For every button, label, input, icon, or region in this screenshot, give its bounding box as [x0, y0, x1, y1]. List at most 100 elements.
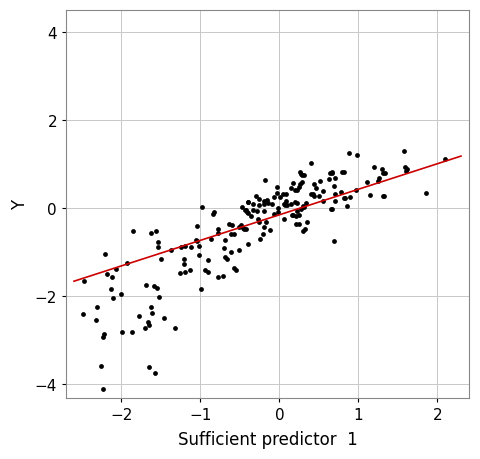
Point — [293, 187, 300, 194]
Point — [118, 328, 125, 336]
Point — [103, 271, 111, 278]
Point — [307, 191, 315, 199]
Point — [228, 222, 236, 230]
Point — [293, 200, 300, 207]
Point — [367, 191, 374, 199]
Point — [253, 207, 261, 215]
Point — [330, 183, 338, 190]
Point — [142, 281, 150, 289]
Point — [168, 247, 175, 254]
Point — [193, 222, 201, 230]
Point — [282, 201, 289, 208]
Point — [295, 184, 303, 191]
Point — [92, 317, 100, 324]
Point — [129, 228, 137, 235]
Point — [209, 211, 216, 218]
Point — [279, 190, 287, 198]
Point — [403, 167, 410, 174]
Point — [99, 385, 107, 392]
Point — [319, 188, 327, 196]
Point — [352, 187, 360, 195]
Point — [260, 201, 267, 208]
Point — [141, 325, 148, 332]
Point — [422, 190, 430, 197]
Point — [300, 204, 307, 212]
Point — [402, 168, 410, 175]
Point — [145, 321, 153, 329]
Point — [309, 191, 316, 198]
Point — [239, 224, 247, 232]
Point — [108, 274, 116, 281]
Point — [255, 219, 263, 227]
Point — [223, 256, 230, 263]
Point — [186, 267, 194, 274]
Point — [215, 226, 222, 233]
Point — [245, 241, 252, 248]
Point — [171, 325, 179, 332]
Point — [144, 319, 152, 326]
Point — [230, 230, 238, 238]
Point — [297, 181, 304, 188]
Point — [300, 172, 308, 179]
Point — [379, 170, 386, 177]
Point — [249, 201, 257, 208]
Point — [276, 194, 284, 201]
Point — [240, 226, 248, 233]
Point — [180, 242, 188, 250]
Point — [441, 156, 448, 163]
Point — [331, 190, 338, 198]
Point — [225, 221, 233, 228]
Point — [215, 230, 222, 237]
Point — [80, 277, 88, 285]
Point — [273, 190, 281, 197]
Point — [147, 303, 155, 311]
Point — [298, 206, 305, 213]
Point — [252, 193, 260, 200]
Point — [259, 231, 267, 239]
Point — [378, 166, 385, 174]
Point — [128, 329, 135, 336]
Point — [195, 243, 203, 250]
Point — [287, 185, 295, 192]
Point — [271, 211, 278, 218]
Point — [155, 244, 162, 251]
Point — [327, 206, 335, 213]
Point — [232, 267, 240, 274]
Point — [328, 168, 336, 176]
Point — [107, 285, 115, 293]
Point — [291, 187, 299, 194]
Point — [293, 208, 300, 215]
Point — [325, 176, 333, 184]
Point — [210, 209, 218, 217]
Point — [112, 265, 120, 273]
Point — [282, 190, 290, 198]
Point — [353, 152, 361, 159]
Point — [326, 170, 334, 178]
Point — [151, 370, 159, 377]
Point — [275, 204, 282, 212]
Point — [247, 213, 255, 220]
Point — [382, 170, 389, 177]
Point — [363, 179, 371, 187]
Point — [302, 200, 310, 207]
Point — [235, 224, 243, 232]
Point — [150, 283, 158, 291]
Point — [264, 200, 272, 207]
Point — [145, 364, 153, 371]
Point — [100, 334, 108, 341]
Point — [101, 251, 109, 258]
Point — [100, 330, 108, 338]
Point — [263, 197, 271, 205]
Point — [295, 212, 303, 219]
Point — [315, 192, 323, 200]
Point — [374, 178, 382, 185]
Point — [280, 201, 288, 208]
Point — [109, 295, 117, 302]
Point — [300, 227, 307, 235]
Point — [197, 285, 204, 293]
Point — [192, 236, 200, 244]
Point — [160, 314, 168, 322]
Y-axis label: Y: Y — [11, 199, 29, 209]
Point — [292, 221, 300, 229]
Point — [260, 208, 267, 215]
